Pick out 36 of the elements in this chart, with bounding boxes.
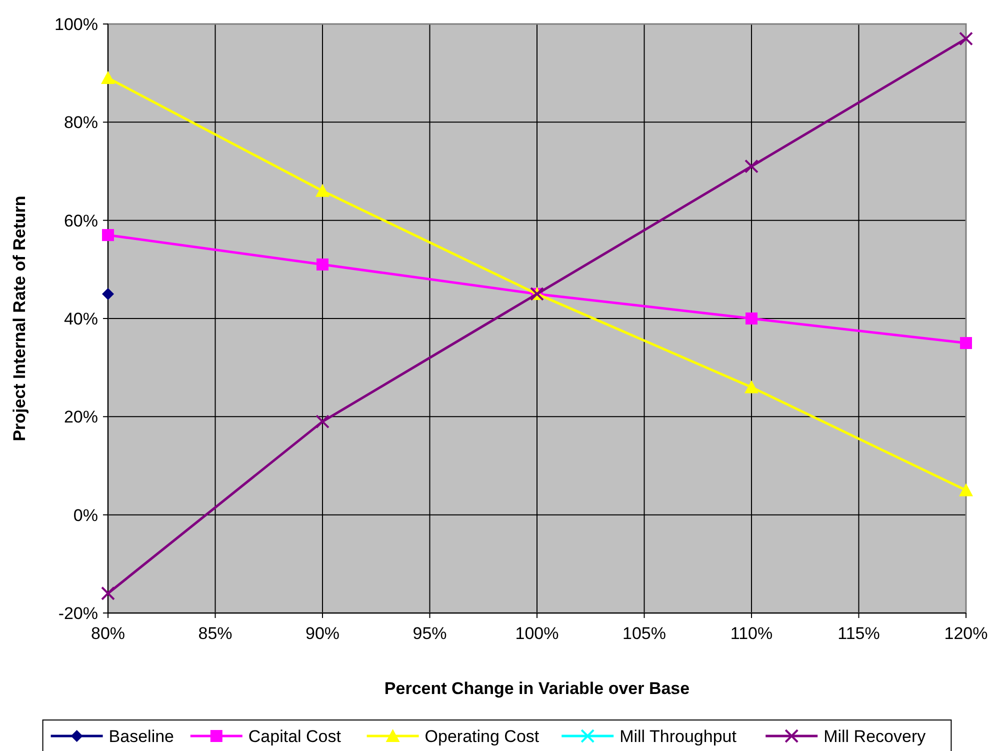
x-tick-label: 85%: [198, 624, 232, 643]
legend-label: Capital Cost: [248, 727, 342, 746]
legend-label: Mill Throughput: [620, 727, 737, 746]
point: [316, 184, 330, 197]
point: [101, 70, 115, 84]
point: [959, 32, 973, 46]
point: [744, 380, 758, 394]
legend-label: Operating Cost: [424, 727, 540, 746]
y-tick-label: 40%: [64, 310, 98, 328]
y-tick-label: 20%: [64, 408, 98, 427]
x-tick-label: 110%: [730, 624, 773, 643]
x-tick-label: 115%: [838, 624, 880, 643]
x-tick-label: 105%: [622, 624, 666, 643]
x-tick-label: 90%: [305, 624, 340, 643]
point: [102, 229, 114, 242]
point: [316, 414, 330, 429]
x-tick-label: 120%: [944, 624, 988, 643]
point: [102, 288, 114, 300]
x-tick-label: 95%: [412, 624, 447, 643]
point: [744, 159, 758, 174]
x-tick-label: 80%: [90, 624, 126, 643]
y-tick-label: 0%: [73, 506, 98, 525]
x-axis-title: Percent Change in Variable over Base: [384, 679, 690, 698]
point: [746, 312, 758, 324]
x-tick-label: 100%: [515, 624, 559, 643]
legend-label: Mill Recovery: [824, 727, 926, 746]
point: [101, 586, 115, 600]
y-tick-label: -20%: [58, 604, 98, 623]
y-tick-label: 80%: [64, 113, 98, 132]
point: [316, 258, 328, 271]
point: [960, 337, 972, 350]
y-axis-title: Project Internal Rate of Return: [10, 196, 29, 442]
legend-label: Baseline: [108, 727, 174, 746]
y-tick-label: 60%: [64, 211, 98, 230]
point: [959, 483, 973, 496]
y-tick-label: 100%: [54, 15, 98, 34]
